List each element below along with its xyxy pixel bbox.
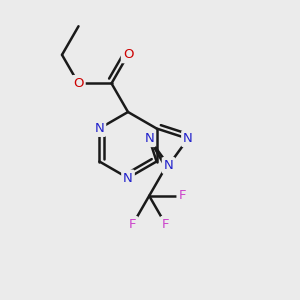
Text: N: N	[183, 132, 193, 145]
Text: N: N	[164, 159, 173, 172]
Text: N: N	[94, 122, 104, 135]
Text: F: F	[162, 218, 169, 231]
Text: O: O	[73, 77, 84, 90]
Text: F: F	[178, 189, 186, 203]
Text: F: F	[129, 218, 136, 231]
Text: N: N	[123, 172, 133, 184]
Text: N: N	[144, 132, 154, 145]
Text: O: O	[123, 48, 133, 61]
